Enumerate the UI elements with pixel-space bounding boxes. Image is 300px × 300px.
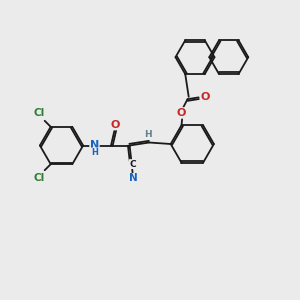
Text: N: N [129, 173, 138, 184]
Text: N: N [90, 140, 99, 151]
Text: O: O [111, 120, 120, 130]
Text: C: C [129, 160, 136, 169]
Text: O: O [200, 92, 210, 102]
Text: H: H [144, 130, 152, 139]
Text: H: H [92, 148, 98, 157]
Text: Cl: Cl [34, 108, 45, 118]
Text: Cl: Cl [34, 173, 45, 183]
Text: O: O [177, 108, 186, 118]
